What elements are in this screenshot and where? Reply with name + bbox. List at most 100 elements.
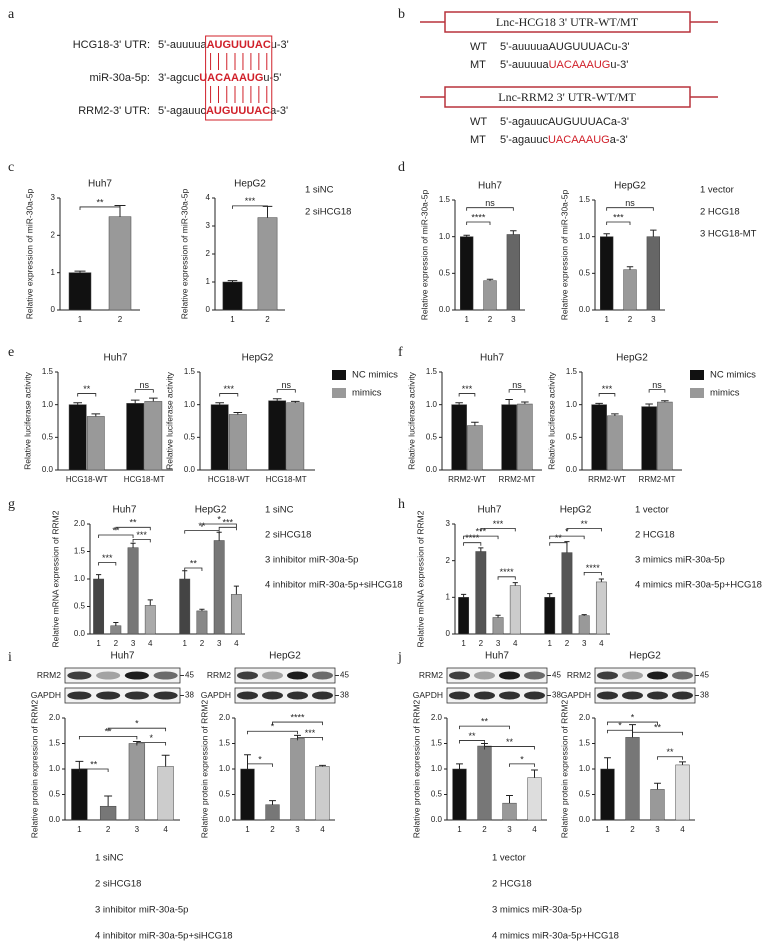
error-bar xyxy=(603,233,610,237)
sequence-part: a-3' xyxy=(610,134,628,146)
y-tick-label: 0.5 xyxy=(49,790,61,799)
bar xyxy=(646,236,661,311)
marker-size: 38 xyxy=(700,691,709,700)
significance-bracket xyxy=(466,221,491,225)
y-axis-label: Relative luciferase activity xyxy=(406,371,416,470)
blot-label: GAPDH xyxy=(561,690,591,700)
significance-bracket xyxy=(219,393,239,397)
significance-bracket xyxy=(466,207,514,211)
y-tick-label: 0.0 xyxy=(42,465,54,474)
error-bar xyxy=(531,769,538,778)
sequence-part: UACAAAUG xyxy=(549,59,611,71)
significance-label: ns xyxy=(625,198,635,208)
blot-band xyxy=(237,671,258,680)
legend-text: 4 inhibitor miR-30a-5p+siHCG18 xyxy=(265,580,403,591)
bar xyxy=(71,768,88,821)
blot-band xyxy=(312,671,333,680)
legend-text: 4 mimics miR-30a-5p+HCG18 xyxy=(492,931,619,942)
y-tick-label: 1.5 xyxy=(579,195,591,204)
significance-bracket xyxy=(508,389,526,393)
chart-title: Huh7 xyxy=(480,353,504,364)
error-bar xyxy=(661,400,669,403)
bar xyxy=(110,625,122,635)
bar xyxy=(286,402,305,471)
error-bar xyxy=(199,608,205,611)
blot-band xyxy=(96,671,121,680)
error-bar xyxy=(104,795,113,807)
y-tick-label: 1 xyxy=(51,268,56,277)
error-bar xyxy=(626,266,634,270)
y-axis-label: Relative luciferase activity xyxy=(546,371,556,470)
blot-label: RRM2 xyxy=(419,670,443,680)
x-tick-label: 1 xyxy=(605,825,610,834)
significance-label: ** xyxy=(666,747,674,757)
error-bar xyxy=(486,278,494,281)
sequence-part: u-5' xyxy=(263,72,281,84)
blot-band xyxy=(153,691,178,700)
series-title: Huh7 xyxy=(477,505,501,516)
blot-band xyxy=(499,691,520,700)
significance-bracket xyxy=(606,221,631,225)
y-tick-label: 2.0 xyxy=(579,713,591,722)
x-tick-label: 2 xyxy=(106,825,111,834)
blot-band xyxy=(287,691,308,700)
x-tick-label: 3 xyxy=(507,825,512,834)
legend-text: 3 mimics miR-30a-5p xyxy=(492,905,582,916)
significance-label: ** xyxy=(190,558,198,568)
y-axis-label: Relative luciferase activity xyxy=(22,371,32,470)
y-tick-label: 1.5 xyxy=(42,367,54,376)
y-tick-label: 1.0 xyxy=(219,764,231,773)
y-tick-label: 1.0 xyxy=(439,232,451,241)
bar xyxy=(544,597,556,635)
bar xyxy=(144,401,163,471)
error-bar xyxy=(581,614,587,616)
significance-bracket xyxy=(497,576,516,580)
blot-band xyxy=(474,691,495,700)
legend-text: 1 siNC xyxy=(95,853,124,864)
sequence-part: 5'-auuuua xyxy=(500,59,549,71)
blot-band xyxy=(287,671,308,680)
bar xyxy=(210,404,229,471)
significance-label: * xyxy=(258,754,262,764)
legend-swatch xyxy=(332,370,346,380)
bar xyxy=(268,400,287,471)
error-bar xyxy=(290,400,300,403)
y-axis-label: Relative luciferase activity xyxy=(164,371,174,470)
y-tick-label: 1.5 xyxy=(184,367,196,376)
y-axis-label: Relative protein expression of RRM2 xyxy=(199,700,209,839)
y-tick-label: 2 xyxy=(446,556,451,565)
legend-text: 1 vector xyxy=(635,505,669,516)
significance-bracket xyxy=(297,736,323,741)
chart-title: Huh7 xyxy=(485,651,509,662)
x-tick-label: 2 xyxy=(200,639,205,648)
panel-letter: d xyxy=(398,160,405,175)
y-tick-label: 1.0 xyxy=(431,764,443,773)
construct-title: Lnc-RRM2 3' UTR-WT/MT xyxy=(498,90,636,104)
sequence-part: 5'-agauuc xyxy=(158,105,206,117)
bar xyxy=(650,789,665,821)
construct-box xyxy=(444,86,691,108)
legend-text: 2 siHCG18 xyxy=(305,207,351,218)
bar xyxy=(477,745,492,821)
bar xyxy=(127,547,139,635)
error-bar xyxy=(595,402,603,405)
bar xyxy=(527,777,542,821)
sequence: 5'-auuuuaUACAAAUGu-3' xyxy=(500,59,628,71)
y-tick-label: 0.5 xyxy=(579,790,591,799)
series-title: Huh7 xyxy=(112,505,136,516)
y-axis-label: Relative expression of miR-30a-5p xyxy=(179,189,189,320)
bar xyxy=(86,416,105,471)
error-bar xyxy=(233,585,239,595)
bar xyxy=(196,610,208,635)
y-tick-label: 1.0 xyxy=(579,764,591,773)
significance-label: *** xyxy=(223,384,234,394)
y-tick-label: 1.5 xyxy=(566,367,578,376)
legend-swatch xyxy=(690,370,704,380)
significance-bracket xyxy=(459,740,485,744)
blot-label: GAPDH xyxy=(31,690,61,700)
y-tick-label: 1.0 xyxy=(426,400,438,409)
x-tick-label: 3 xyxy=(582,639,587,648)
x-tick-label: 2 xyxy=(114,639,119,648)
x-tick-label: 1 xyxy=(182,639,187,648)
blot-label: GAPDH xyxy=(413,690,443,700)
